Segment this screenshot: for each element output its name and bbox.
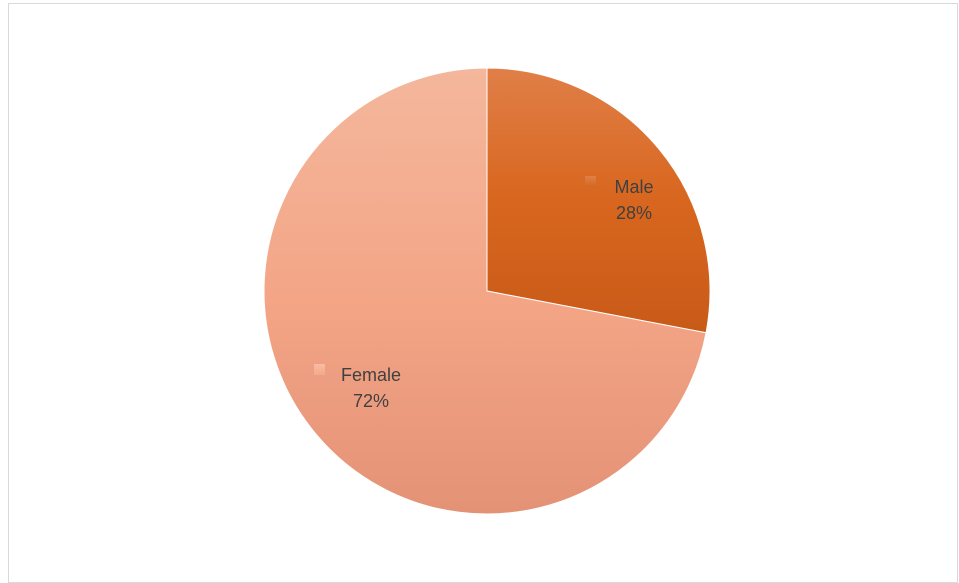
category-label-female: Female [341, 365, 401, 385]
data-labels: Male 28% Female 72% [314, 176, 654, 411]
category-label-male: Male [614, 177, 653, 197]
percent-label-female: 72% [353, 391, 389, 411]
pie-slices [263, 67, 711, 515]
data-label-male: Male 28% [585, 176, 654, 223]
pie-slice-male [486, 67, 711, 334]
legend-key-male [585, 176, 596, 187]
data-label-female: Female 72% [314, 364, 401, 411]
pie-slice-female [263, 67, 707, 515]
legend-key-female [314, 364, 325, 375]
percent-label-male: 28% [616, 203, 652, 223]
